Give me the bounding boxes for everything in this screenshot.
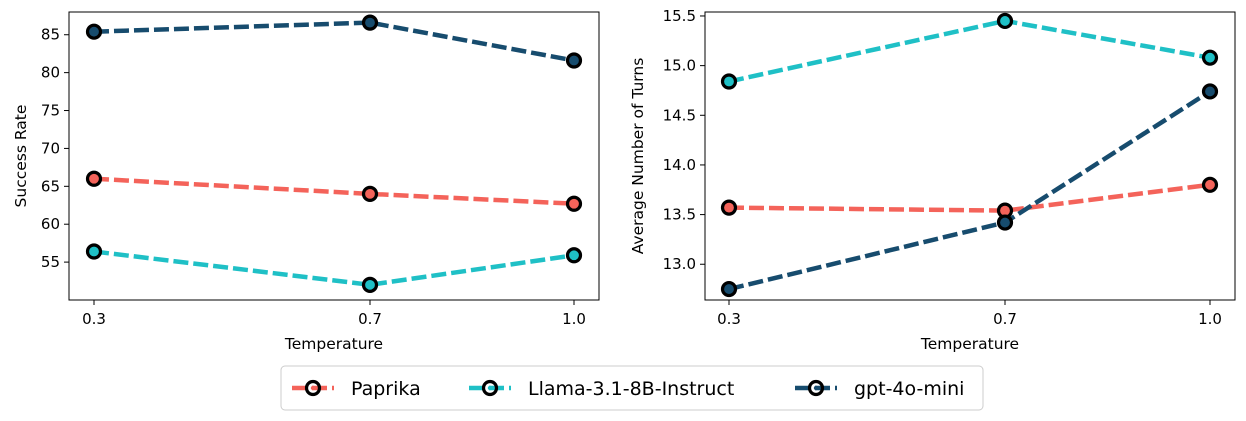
y-tick-label: 13.5 [663, 206, 696, 224]
y-axis-label: Success Rate [12, 105, 30, 208]
data-point-dot [91, 249, 97, 254]
series-line-llama-3-1-8b-instruct [728, 18, 1211, 84]
y-tick-label: 80 [41, 64, 60, 82]
x-tick-label: 1.0 [1198, 310, 1222, 328]
series-line-paprika [93, 176, 575, 206]
y-tick-label: 75 [41, 102, 60, 120]
y-tick-label: 13.0 [663, 255, 696, 273]
data-point-dot [571, 201, 577, 206]
data-point-dot [1207, 89, 1213, 94]
data-point-dot [726, 286, 732, 292]
x-tick-label: 0.3 [82, 310, 106, 328]
legend-dot-paprika [310, 385, 316, 391]
data-point-dot [91, 29, 97, 34]
y-tick-label: 14.5 [663, 106, 696, 124]
series-line-llama-3-1-8b-instruct [93, 249, 575, 288]
y-axis-label: Average Number of Turns [629, 58, 647, 255]
data-point-dot [1002, 208, 1008, 213]
data-point-dot [367, 20, 373, 25]
data-point-dot [726, 79, 732, 84]
legend-entry-gpt: gpt-4o-mini [795, 378, 964, 400]
x-tick-label: 0.7 [993, 310, 1017, 328]
legend-label-llama: Llama-3.1-8B-Instruct [528, 378, 734, 400]
axis-ticks: 0.3 0.7 1.0 13.0 13.5 14.0 14.5 15.0 15.5 [663, 7, 1222, 328]
data-point-dot [571, 58, 577, 63]
legend-marker-paprika [304, 379, 322, 397]
series-group [720, 12, 1219, 298]
success-rate-chart: 0.3 0.7 1.0 55 60 65 70 75 80 85 Temperature Succ… [12, 11, 600, 353]
legend: Paprika Llama-3.1-8B-Instruct gpt-4o-min… [280, 365, 984, 411]
y-tick-label: 65 [41, 177, 60, 195]
data-point-dot [1002, 18, 1008, 24]
series-line-gpt-4o-mini [93, 20, 575, 63]
data-point-dot [1002, 220, 1008, 225]
y-tick-label: 14.0 [663, 156, 696, 174]
data-point-dot [1207, 55, 1213, 60]
series-group [85, 14, 583, 293]
data-point-dot [91, 176, 97, 181]
data-point-dot [571, 253, 577, 258]
legend-label-paprika: Paprika [351, 378, 421, 400]
average-turns-chart: 0.3 0.7 1.0 13.0 13.5 14.0 14.5 15.0 15.5 Temper… [629, 7, 1236, 353]
legend-marker-gpt [807, 379, 825, 397]
plot-area-frame [704, 11, 1236, 301]
y-tick-label: 55 [41, 253, 60, 271]
legend-entry-paprika: Paprika [292, 378, 421, 400]
data-point-dot [367, 282, 373, 288]
x-tick-label: 1.0 [562, 310, 586, 328]
series-line-paprika [728, 182, 1211, 213]
y-tick-label: 15.0 [663, 57, 696, 75]
y-tick-label: 15.5 [663, 7, 696, 25]
y-tick-label: 85 [41, 26, 60, 44]
plot-area-frame [68, 11, 600, 301]
x-tick-label: 0.3 [717, 310, 741, 328]
series-line-gpt-4o-mini [728, 89, 1212, 292]
x-tick-label: 0.7 [358, 310, 382, 328]
legend-frame [280, 365, 984, 411]
x-axis-label: Temperature [920, 335, 1019, 353]
data-point-dot [367, 191, 373, 197]
y-tick-label: 70 [41, 139, 60, 157]
legend-marker-llama [481, 379, 499, 397]
legend-dot-gpt [813, 385, 819, 391]
legend-dot-llama [487, 385, 493, 391]
axis-ticks: 0.3 0.7 1.0 55 60 65 70 75 80 85 [41, 26, 586, 328]
legend-label-gpt: gpt-4o-mini [854, 378, 964, 400]
legend-entry-llama: Llama-3.1-8B-Instruct [469, 378, 734, 400]
data-point-dot [726, 205, 732, 210]
data-point-dot [1207, 182, 1213, 187]
x-axis-label: Temperature [284, 335, 383, 353]
y-tick-label: 60 [41, 215, 60, 233]
